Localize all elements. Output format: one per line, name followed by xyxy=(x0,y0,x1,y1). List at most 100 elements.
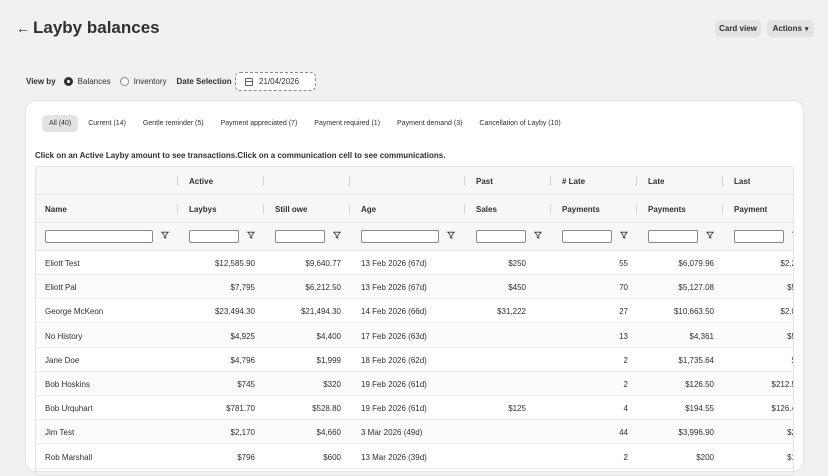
column-divider[interactable] xyxy=(263,176,264,186)
status-tabs: All (40) Current (14) Gentle reminder (5) P… xyxy=(42,115,571,132)
radio-balances[interactable] xyxy=(63,76,73,86)
active-layby-amount[interactable]: $12,585.90 xyxy=(214,259,255,268)
table-cell: $450 xyxy=(508,283,526,293)
back-arrow-icon[interactable]: ← xyxy=(16,20,30,36)
table-row[interactable]: Jim Test $2,170 $4,660 3 Mar 2026 (49d) 44 $3… xyxy=(36,420,793,445)
table-cell: 3 Mar 2026 (49d) xyxy=(361,428,423,438)
actions-button[interactable]: Actions ▾ xyxy=(767,20,814,37)
radio-inventory[interactable] xyxy=(119,76,129,86)
filter-icon[interactable] xyxy=(446,231,455,241)
header-row-bottom: Name Laybys Still owe Age Sales Payments Payme… xyxy=(36,195,793,223)
column-divider[interactable] xyxy=(636,176,637,186)
column-header[interactable]: Payments xyxy=(562,205,600,214)
table-cell: 4 xyxy=(623,404,628,414)
table-cell: $9,640.77 xyxy=(305,259,341,268)
table-cell: 55 xyxy=(619,259,628,268)
column-header[interactable]: Laybys xyxy=(189,205,217,214)
table-cell: 2 xyxy=(623,355,628,365)
active-layby-amount[interactable]: $2,170 xyxy=(230,428,255,438)
column-divider[interactable] xyxy=(722,204,723,214)
table-row[interactable]: Eliott Test $12,585.90 $9,640.77 13 Feb 202… xyxy=(36,251,793,275)
column-filter-input[interactable] xyxy=(648,230,698,243)
table-cell: $2,2 xyxy=(780,259,793,268)
active-layby-amount[interactable]: $796 xyxy=(237,452,255,462)
column-divider[interactable] xyxy=(349,176,350,186)
page-title: Layby balances xyxy=(33,18,160,37)
tab-3[interactable]: Payment appreciated (7) xyxy=(220,120,298,127)
table-row[interactable]: Bob Urquhart $781.70 $528.80 19 Feb 2026 (6… xyxy=(36,396,793,421)
column-filter-input[interactable] xyxy=(45,230,153,243)
column-header[interactable]: Payment xyxy=(734,205,768,214)
table-cell: 14 Feb 2026 (66d) xyxy=(361,307,427,317)
filter-icon[interactable] xyxy=(619,231,628,241)
active-layby-amount[interactable]: $4,796 xyxy=(230,355,255,365)
column-header[interactable]: Name xyxy=(45,205,67,214)
tab-5[interactable]: Payment demand (3) xyxy=(397,120,463,127)
radio-balances-label[interactable]: Balances xyxy=(77,76,111,86)
column-header[interactable]: Sales xyxy=(476,205,497,214)
column-filter-input[interactable] xyxy=(361,230,439,243)
table-row[interactable]: George McKeon $23,494.30 $21,494.30 14 Feb … xyxy=(36,299,793,324)
column-divider[interactable] xyxy=(263,204,264,214)
tab-0[interactable]: All (40) xyxy=(42,115,79,132)
table-cell: $4,660 xyxy=(316,428,341,438)
filter-icon[interactable] xyxy=(791,231,793,241)
column-header[interactable]: Still owe xyxy=(275,205,308,214)
table-cell: $125 xyxy=(508,404,526,414)
table-row[interactable]: Eliott Pal $7,795 $6,212.50 13 Feb 2026 (67… xyxy=(36,275,793,300)
table-row[interactable]: Jane Doe $4,796 $1,999 18 Feb 2026 (62d) 2 $1… xyxy=(36,348,793,372)
filter-icon[interactable] xyxy=(533,231,542,241)
instruction-text: Click on an Active Layby amount to see t… xyxy=(35,151,446,160)
date-picker[interactable]: 21/04/2026 xyxy=(235,72,316,91)
table-cell: Jim Test xyxy=(45,428,75,438)
filter-icon[interactable] xyxy=(705,231,714,241)
active-layby-amount[interactable]: $23,494.30 xyxy=(214,307,255,317)
filter-icon[interactable] xyxy=(332,231,341,241)
filter-icon[interactable] xyxy=(246,231,255,241)
table-cell: 44 xyxy=(619,428,628,438)
column-header[interactable]: Age xyxy=(361,205,377,214)
active-layby-amount[interactable]: $7,795 xyxy=(230,283,255,293)
filter-row xyxy=(36,223,793,251)
card-view-button[interactable]: Card view xyxy=(715,20,761,37)
column-divider[interactable] xyxy=(464,204,465,214)
column-header[interactable]: Payments xyxy=(648,205,686,214)
column-filter-input[interactable] xyxy=(476,230,526,243)
table-cell: $320 xyxy=(323,380,341,389)
active-layby-amount[interactable]: $4,925 xyxy=(230,331,255,341)
table-cell: $4,400 xyxy=(316,331,341,341)
column-divider[interactable] xyxy=(722,176,723,186)
column-filter-input[interactable] xyxy=(734,230,784,243)
column-divider[interactable] xyxy=(550,176,551,186)
column-divider[interactable] xyxy=(177,176,178,186)
table-cell: $200 xyxy=(696,452,714,462)
tab-4[interactable]: Payment required (1) xyxy=(314,120,381,127)
balances-panel: All (40) Current (14) Gentle reminder (5) P… xyxy=(26,101,803,476)
table-cell: Bob Urquhart xyxy=(45,404,93,414)
table-cell: $6,212.50 xyxy=(305,283,341,293)
column-filter-input[interactable] xyxy=(275,230,325,243)
tab-2[interactable]: Gentle reminder (5) xyxy=(142,120,204,127)
table-row[interactable]: Rob Marshall $796 $600 13 Mar 2026 (39d) 2 $2… xyxy=(36,445,793,469)
column-divider[interactable] xyxy=(550,204,551,214)
radio-inventory-label[interactable]: Inventory xyxy=(133,76,167,86)
table-row[interactable]: No History $4,925 $4,400 17 Feb 2026 (63d) 1… xyxy=(36,323,793,348)
active-layby-amount[interactable]: $781.70 xyxy=(226,404,255,414)
date-selection-label: Date Selection xyxy=(176,76,232,86)
column-divider[interactable] xyxy=(464,176,465,186)
column-filter-input[interactable] xyxy=(189,230,239,243)
view-by-group: View by Balances Inventory Date Selectio… xyxy=(26,72,346,90)
table-cell: $600 xyxy=(323,452,341,462)
tab-6[interactable]: Cancellation of Layby (10) xyxy=(479,120,561,127)
table-cell: $6,079.96 xyxy=(678,259,714,268)
table-cell: $2,0 xyxy=(780,307,793,317)
column-divider[interactable] xyxy=(349,204,350,214)
tab-1[interactable]: Current (14) xyxy=(88,120,126,127)
column-divider[interactable] xyxy=(177,204,178,214)
filter-icon[interactable] xyxy=(160,231,169,241)
column-divider[interactable] xyxy=(636,204,637,214)
column-filter-input[interactable] xyxy=(562,230,612,243)
table-row[interactable]: Bob Hoskins $745 $320 19 Feb 2026 (61d) 2 $12… xyxy=(36,372,793,396)
view-by-label: View by xyxy=(26,76,56,86)
active-layby-amount[interactable]: $745 xyxy=(237,380,255,389)
